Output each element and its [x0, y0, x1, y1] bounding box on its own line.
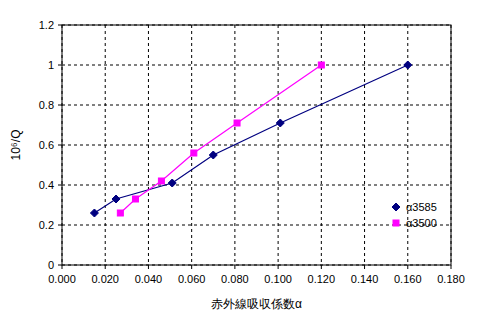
grid-line	[62, 185, 451, 186]
data-point	[404, 61, 412, 69]
tick-mark	[62, 265, 63, 269]
tick-mark	[364, 265, 365, 269]
tick-mark	[58, 225, 62, 226]
tick-label: 0.100	[264, 273, 292, 285]
tick-mark	[58, 185, 62, 186]
marks	[90, 61, 411, 217]
tick-mark	[58, 265, 62, 266]
tick-mark	[407, 265, 408, 269]
tick-label: 0.160	[394, 273, 422, 285]
tick-mark	[191, 265, 192, 269]
y-axis-title: 10⁶/Q	[9, 130, 23, 161]
series-line	[120, 65, 321, 213]
tick-label: 0.6	[39, 139, 54, 151]
grid-line	[62, 65, 451, 66]
tick-mark	[58, 25, 62, 26]
grid-line	[321, 25, 322, 265]
data-point	[234, 120, 240, 126]
tick-label: 0.140	[351, 273, 379, 285]
tick-mark	[278, 265, 279, 269]
grid-line	[148, 25, 149, 265]
data-point	[209, 151, 217, 159]
legend-label: α3585	[406, 201, 437, 213]
plot-frame	[62, 25, 451, 265]
grid-line	[105, 25, 106, 265]
data-point	[276, 119, 284, 127]
grid-line	[191, 25, 192, 265]
grid-line	[62, 105, 451, 106]
tick-label: 0	[48, 259, 54, 271]
grid-line	[364, 25, 365, 265]
data-point	[132, 196, 138, 202]
data-point	[318, 62, 324, 68]
data-point	[191, 150, 197, 156]
legend-marker	[393, 220, 399, 226]
tick-label: 0.180	[437, 273, 465, 285]
plot-area	[62, 25, 451, 265]
tick-label: 0.8	[39, 99, 54, 111]
tick-label: 0.2	[39, 219, 54, 231]
tick-mark	[58, 65, 62, 66]
tick-label: 0.4	[39, 179, 54, 191]
tick-label: 1	[48, 59, 54, 71]
tick-mark	[105, 265, 106, 269]
data-point	[168, 179, 176, 187]
legend-label: α3500	[406, 217, 437, 229]
tick-mark	[451, 265, 452, 269]
tick-label: 0.080	[221, 273, 249, 285]
tick-label: 0.020	[91, 273, 119, 285]
data-point	[117, 210, 123, 216]
tick-mark	[148, 265, 149, 269]
tick-label: 0.040	[135, 273, 163, 285]
tick-mark	[321, 265, 322, 269]
x-axis-title: 赤外線吸収係数α	[211, 297, 302, 311]
data-point	[158, 178, 164, 184]
data-point	[90, 209, 98, 217]
tick-label: 0.120	[308, 273, 336, 285]
legend-marker	[392, 203, 400, 211]
chart: 0 0.2 0.4 0.6 0.8 1 1.2 0.000 0.020 0.040 0.060 0.0…	[0, 0, 480, 320]
tick-label: 0.060	[178, 273, 206, 285]
grid-line	[62, 145, 451, 146]
grid-line	[278, 25, 279, 265]
tick-mark	[58, 145, 62, 146]
data-point	[112, 195, 120, 203]
tick-label: 1.2	[39, 19, 54, 31]
tick-label: 0.000	[48, 273, 76, 285]
series-line	[94, 65, 407, 213]
tick-mark	[234, 265, 235, 269]
tick-mark	[58, 105, 62, 106]
